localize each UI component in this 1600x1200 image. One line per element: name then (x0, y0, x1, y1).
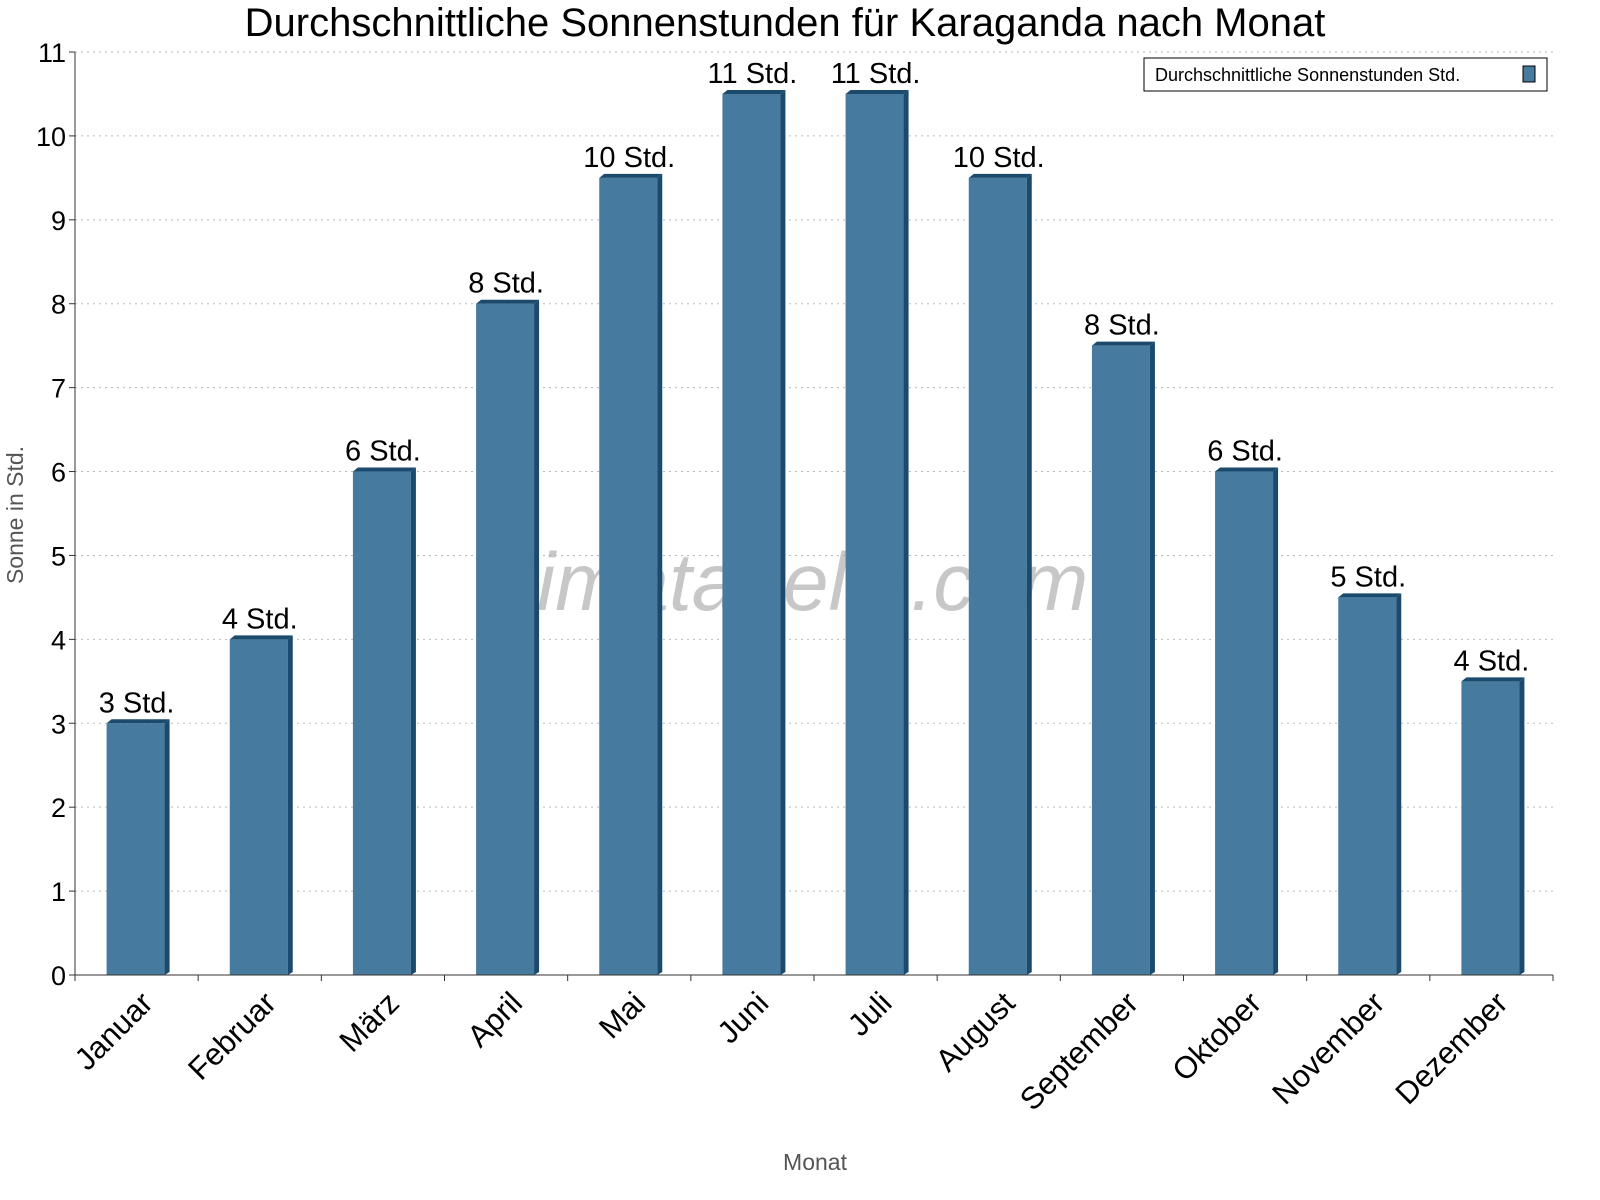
bar-juli: 11 Std. (831, 58, 921, 976)
bar-top (229, 635, 293, 640)
bar-side (164, 719, 170, 975)
bar (722, 93, 781, 976)
data-label: 5 Std. (1330, 561, 1406, 593)
bar-juni: 11 Std. (708, 58, 798, 976)
y-tick-label: 3 (51, 709, 66, 739)
bar-top (722, 89, 786, 94)
bar-side (410, 467, 416, 975)
y-tick-label: 11 (38, 38, 66, 68)
data-label: 10 Std. (953, 142, 1045, 174)
data-label: 4 Std. (1454, 645, 1530, 677)
x-tick-label: April (460, 985, 529, 1054)
bar (476, 303, 535, 975)
bar-top (1461, 677, 1525, 682)
y-tick-label: 5 (51, 541, 66, 571)
data-label: 11 Std. (708, 58, 798, 90)
x-axis-title: Monat (783, 1149, 848, 1175)
bar-top (352, 467, 416, 472)
bar-dezember: 4 Std. (1454, 645, 1530, 975)
bar-top (1338, 593, 1402, 598)
x-tick-label: Februar (181, 985, 283, 1087)
bar-side (1519, 677, 1525, 975)
bar-side (1273, 467, 1279, 975)
data-label: 6 Std. (1207, 436, 1283, 468)
legend-box (1143, 57, 1548, 92)
data-label: 6 Std. (345, 436, 421, 468)
y-tick-label: 1 (51, 877, 66, 907)
y-tick-label: 2 (51, 793, 66, 823)
bar (1215, 471, 1274, 975)
data-label: 8 Std. (468, 268, 544, 300)
bar (1338, 597, 1397, 975)
bar-side (1149, 341, 1155, 975)
legend-swatch (1522, 65, 1536, 83)
x-tick-label: Januar (68, 985, 160, 1077)
y-tick-label: 0 (51, 961, 66, 991)
data-label: 11 Std. (831, 58, 921, 90)
bar-side (1026, 173, 1032, 975)
bar-top (106, 719, 170, 724)
bar (1461, 681, 1520, 975)
data-label: 3 Std. (99, 687, 175, 719)
chart-title: Durchschnittliche Sonnenstunden für Kara… (245, 1, 1326, 45)
x-tick-label: Mai (592, 985, 652, 1045)
data-label: 8 Std. (1084, 310, 1160, 342)
y-tick-label: 7 (51, 374, 66, 404)
bar (352, 471, 411, 975)
x-tick-label: November (1265, 985, 1391, 1111)
bar (968, 177, 1027, 975)
bar-märz: 6 Std. (345, 436, 421, 975)
bar-november: 5 Std. (1330, 561, 1406, 975)
bar (229, 639, 288, 975)
bar-side (903, 89, 909, 976)
y-tick-label: 10 (36, 122, 66, 152)
bar (599, 177, 658, 975)
data-label: 10 Std. (583, 142, 675, 174)
y-tick-label: 4 (51, 625, 66, 655)
x-tick-label: August (929, 985, 1022, 1078)
bars: 3 Std. 4 Std. 6 Std. 8 Std. 10 Std. 11 Std. 11… (99, 58, 1530, 976)
bar-top (599, 173, 663, 178)
bar-side (287, 635, 293, 975)
bar-side (780, 89, 786, 976)
bar-top (476, 299, 540, 304)
bar-februar: 4 Std. (222, 603, 298, 975)
bar-oktober: 6 Std. (1207, 436, 1283, 975)
bar-side (1396, 593, 1402, 975)
bar-side (534, 299, 540, 975)
y-tick-label: 6 (51, 458, 66, 488)
bar-august: 10 Std. (953, 142, 1045, 975)
legend-label: Durchschnittliche Sonnenstunden Std. (1155, 65, 1460, 85)
bar-januar: 3 Std. (99, 687, 175, 975)
legend: Durchschnittliche Sonnenstunden Std. (1143, 57, 1548, 92)
x-tick-label: Oktober (1165, 985, 1268, 1088)
y-axis-title: Sonne in Std. (2, 446, 28, 584)
bar-top (1215, 467, 1279, 472)
x-tick-label: September (1013, 985, 1145, 1117)
bar-september: 8 Std. (1084, 310, 1160, 975)
bar (1091, 345, 1150, 975)
gridlines (75, 51, 1553, 892)
bar-side (657, 173, 663, 975)
bar-april: 8 Std. (468, 268, 544, 975)
bar (106, 723, 165, 975)
x-tick-label: Dezember (1389, 985, 1515, 1111)
x-tick-label: März (332, 985, 405, 1058)
x-tick-label: Juni (710, 985, 775, 1050)
data-label: 4 Std. (222, 603, 298, 635)
x-tick-label: Juli (841, 985, 899, 1043)
y-tick-label: 9 (51, 206, 66, 236)
bar (845, 93, 904, 976)
bar-top (1091, 341, 1155, 346)
bar-mai: 10 Std. (583, 142, 675, 975)
bar-top (845, 89, 909, 94)
bar-top (968, 173, 1032, 178)
y-tick-label: 8 (51, 290, 66, 320)
